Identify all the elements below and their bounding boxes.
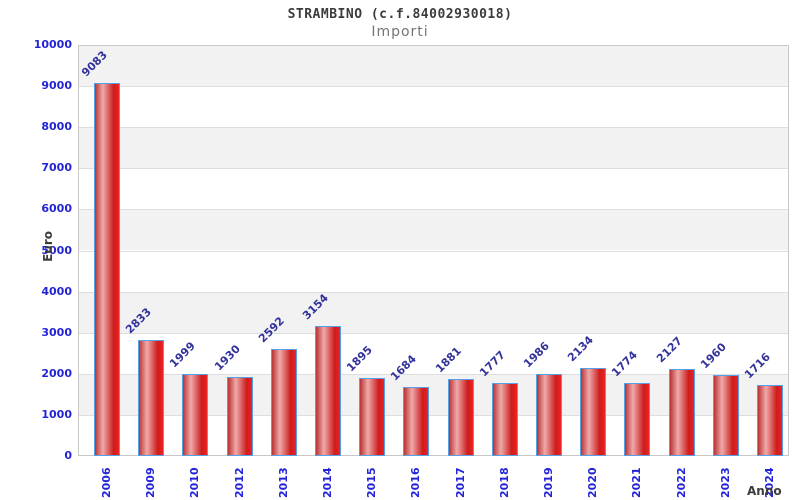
gridline [78,332,789,334]
bar [403,386,430,456]
x-tick-label: 2020 [586,467,600,498]
bar [270,349,297,456]
x-tick-label: 2015 [365,467,379,498]
grid-band [78,86,789,128]
grid-band [78,209,789,251]
gridline [78,373,789,375]
x-tick-label: 2014 [321,467,334,498]
y-tick-label: 1000 [41,407,72,421]
gridline [78,168,789,170]
x-tick-label: 2018 [497,467,511,498]
y-tick-label: 5000 [41,243,72,257]
grid-band [78,127,789,169]
x-tick-label: 2013 [276,467,290,498]
bar [138,339,165,456]
grid-band [78,291,789,333]
gridline [78,250,789,252]
y-tick-label: 2000 [41,366,72,380]
y-tick-label: 9000 [41,79,72,93]
x-tick-label: 2022 [674,467,688,498]
bar [580,368,607,456]
gridline [78,209,789,211]
gridline [78,291,789,293]
y-tick-label: 8000 [41,120,72,134]
plot-frame [78,45,789,456]
x-axis-title: Anno [747,484,782,498]
grid-band [78,332,789,374]
bar [668,368,695,456]
y-tick-label: 10000 [33,38,72,51]
chart-title: STRAMBINO (c.f.84002930018) [287,7,513,22]
gridline [78,414,789,416]
bar [624,383,651,456]
x-tick-label: 2019 [542,467,555,498]
grid-band [78,168,789,210]
grid-band [78,45,789,87]
x-tick-label: 2006 [100,467,113,498]
bar [491,382,518,456]
y-tick-label: 6000 [41,202,72,216]
bar [447,378,474,456]
bar [359,378,386,456]
bar [712,375,739,456]
x-tick-label: 2021 [630,467,644,498]
x-tick-label: 2009 [144,467,158,498]
x-tick-label: 2010 [188,467,202,498]
bar [315,326,341,456]
y-tick-label: 0 [64,449,72,462]
x-tick-label: 2012 [232,467,246,498]
x-tick-label: 2017 [453,467,467,498]
grid-band [78,250,789,292]
y-axis-title: Euro [41,231,55,262]
y-tick-label: 7000 [41,161,72,175]
gridline [78,127,789,129]
bar [182,373,209,456]
chart-subtitle: Importi [371,24,429,40]
bar [94,82,120,456]
bar [536,374,562,456]
y-tick-label: 3000 [41,325,72,339]
bar [226,376,253,456]
y-tick-label: 4000 [41,284,72,298]
x-tick-label: 2016 [409,467,423,498]
bar [757,385,783,456]
x-tick-label: 2023 [718,467,732,498]
gridline [78,86,789,88]
